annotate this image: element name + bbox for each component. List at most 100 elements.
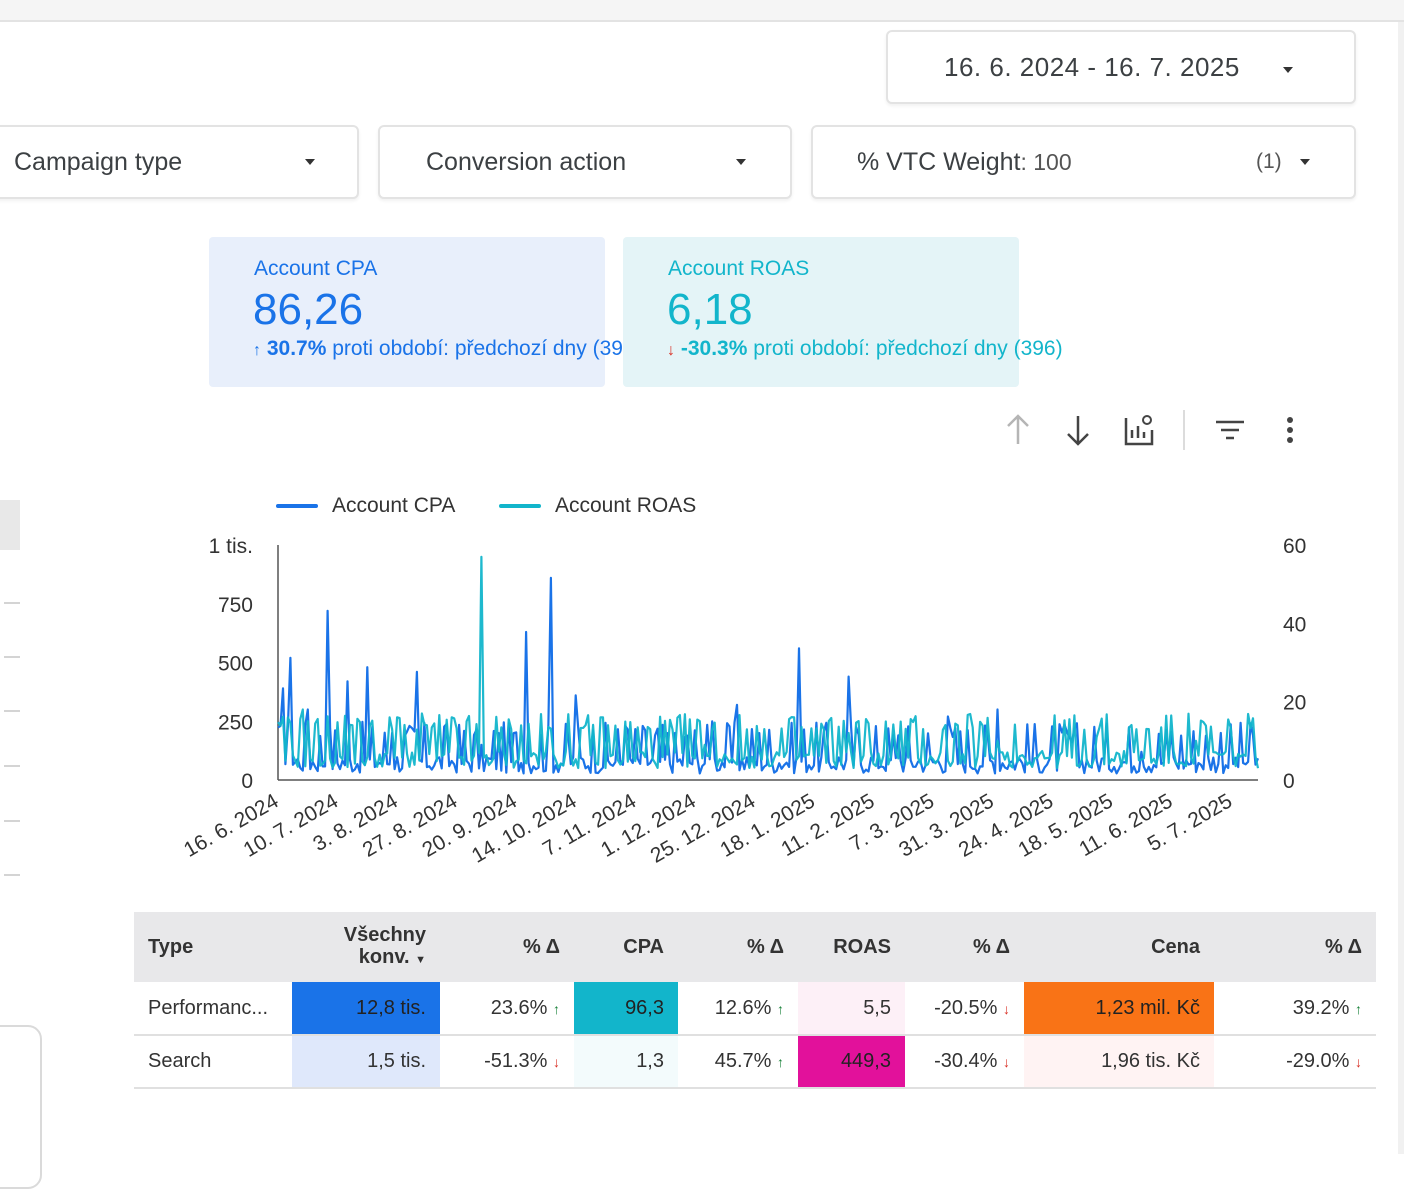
series-line-account-cpa xyxy=(277,576,1260,775)
kpi-comparison-text: proti období: předchozí dny (396) xyxy=(753,337,1063,360)
x-tick-label: 20. 9. 2024 xyxy=(418,789,521,862)
left-card xyxy=(0,1025,42,1189)
x-tick-label: 11. 6. 2025 xyxy=(1075,789,1176,861)
series-line-account-roas xyxy=(277,555,1260,770)
legend-swatch xyxy=(499,504,541,508)
x-tick-label: 5. 7. 2025 xyxy=(1144,789,1236,856)
kpi-title: Account CPA xyxy=(254,257,378,280)
y-left-tick-label: 750 xyxy=(218,594,253,617)
y-right-tick-label: 40 xyxy=(1283,613,1306,636)
arrow-up-icon: ↑ xyxy=(777,1000,784,1017)
left-axis-tick xyxy=(4,820,20,822)
x-tick-label: 3. 8. 2024 xyxy=(309,789,402,856)
delta-value: -20.5% xyxy=(934,996,998,1019)
right-edge xyxy=(1398,22,1404,1154)
column-header-delta[interactable]: % Δ xyxy=(678,912,798,982)
y-left-tick-label: 250 xyxy=(218,711,253,734)
left-side-tab[interactable] xyxy=(0,500,20,550)
x-tick-label: 16. 6. 2024 xyxy=(180,789,283,862)
header-line: Všechny xyxy=(343,923,426,946)
column-header-delta[interactable]: % Δ xyxy=(440,912,574,982)
chevron-down-icon xyxy=(1300,159,1310,165)
column-header-all-conversions[interactable]: Všechny konv. ▼ xyxy=(292,912,440,982)
x-tick-label: 24. 4. 2025 xyxy=(955,789,1058,861)
arrow-up-icon: ↑ xyxy=(553,1000,560,1017)
x-tick-label: 11. 2. 2025 xyxy=(777,789,878,861)
delta-value: 45.7% xyxy=(714,1050,772,1072)
x-tick-label: 10. 7. 2024 xyxy=(240,789,343,862)
x-tick-label: 27. 8. 2024 xyxy=(359,789,462,862)
left-axis-tick xyxy=(4,874,20,876)
chart-settings-icon[interactable] xyxy=(1122,412,1156,448)
kpi-delta: 30.7% xyxy=(266,337,327,360)
table-row[interactable]: Search 1,5 tis. -51.3% ↓ 1,3 45.7% ↑ 449… xyxy=(134,1035,1376,1089)
delta-value: 39.2% xyxy=(1292,996,1350,1019)
column-header-delta[interactable]: % Δ xyxy=(1214,912,1376,982)
arrow-down-icon: ↓ xyxy=(667,342,675,359)
header-line-text: konv. xyxy=(358,945,410,968)
x-tick-label: 25. 12. 2024 xyxy=(647,789,760,867)
arrow-up-icon[interactable] xyxy=(1002,412,1034,448)
top-strip xyxy=(0,0,1404,22)
left-axis-tick xyxy=(4,656,20,658)
arrow-down-icon: ↓ xyxy=(1355,1054,1362,1070)
cell-roas: 5,5 xyxy=(798,982,905,1036)
column-header-roas[interactable]: ROAS xyxy=(798,912,905,982)
conversion-action-filter[interactable]: Conversion action xyxy=(378,125,792,199)
x-tick-label: 14. 10. 2024 xyxy=(468,789,581,867)
more-vert-icon[interactable] xyxy=(1278,412,1302,448)
filter-icon[interactable] xyxy=(1213,412,1247,448)
kpi-comparison-text: proti období: předchozí dny (396) xyxy=(332,337,642,360)
column-header-cena[interactable]: Cena xyxy=(1024,912,1214,982)
cell-delta: 12.6% ↑ xyxy=(678,982,798,1036)
y-right-tick-label: 20 xyxy=(1283,692,1306,715)
conversion-action-label: Conversion action xyxy=(426,147,627,176)
kpi-card-account-cpa[interactable]: Account CPA 86,26 ↑ 30.7% proti období: … xyxy=(209,237,642,387)
arrow-down-icon[interactable] xyxy=(1062,412,1094,448)
left-axis-tick xyxy=(4,765,20,767)
cell-roas: 449,3 xyxy=(798,1035,905,1089)
left-axis-tick xyxy=(4,602,20,604)
kpi-value: 86,26 xyxy=(253,285,364,334)
kpi-card-account-roas[interactable]: Account ROAS 6,18 ↓ -30.3% proti období:… xyxy=(623,237,1063,387)
column-header-delta[interactable]: % Δ xyxy=(905,912,1024,982)
cell-cpa: 96,3 xyxy=(574,982,678,1036)
legend-item-account-cpa[interactable]: Account CPA xyxy=(276,494,455,518)
delta-value: 12.6% xyxy=(714,996,772,1019)
legend-swatch xyxy=(276,504,318,508)
campaign-type-label: Campaign type xyxy=(14,147,183,176)
arrow-down-icon: ↓ xyxy=(553,1054,560,1070)
delta-value: -29.0% xyxy=(1286,1050,1350,1072)
cell-delta: -30.4% ↓ xyxy=(905,1035,1024,1089)
cell-delta: -29.0% ↓ xyxy=(1214,1035,1376,1089)
cell-conversions: 12,8 tis. xyxy=(292,982,440,1036)
date-range-picker[interactable]: 16. 6. 2024 - 16. 7. 2025 xyxy=(886,30,1356,104)
kpi-comparison: ↓ -30.3% proti období: předchozí dny (39… xyxy=(667,337,1063,361)
header-line: konv. ▼ xyxy=(306,946,426,971)
x-tick-label: 18. 1. 2025 xyxy=(716,789,819,861)
sort-down-icon[interactable]: ▼ xyxy=(415,953,426,966)
campaign-type-filter[interactable]: Campaign type xyxy=(0,125,359,199)
delta-value: -51.3% xyxy=(484,1050,548,1072)
x-tick-label: 7. 3. 2025 xyxy=(846,789,938,856)
vtc-label-text: % VTC Weight xyxy=(857,147,1021,176)
y-left-tick-label: 0 xyxy=(241,770,253,793)
column-header-type[interactable]: Type xyxy=(134,912,292,982)
table-row[interactable]: Performanc... 12,8 tis. 23.6% ↑ 96,3 12.… xyxy=(134,982,1376,1036)
table-header-row: Type Všechny konv. ▼ % Δ CPA % Δ ROAS % … xyxy=(134,912,1376,982)
legend-item-account-roas[interactable]: Account ROAS xyxy=(499,494,696,518)
kpi-comparison: ↑ 30.7% proti období: předchozí dny (396… xyxy=(253,337,642,361)
kpi-value: 6,18 xyxy=(667,285,753,334)
cell-delta: 45.7% ↑ xyxy=(678,1035,798,1089)
cell-conversions: 1,5 tis. xyxy=(292,1035,440,1089)
delta-value: 23.6% xyxy=(490,996,548,1019)
cell-type: Search xyxy=(134,1035,292,1089)
legend-label: Account ROAS xyxy=(555,494,697,517)
delta-value: -30.4% xyxy=(934,1050,998,1072)
arrow-up-icon: ↑ xyxy=(1355,1000,1362,1017)
vtc-weight-filter[interactable]: % VTC Weight: 100 (1) xyxy=(811,125,1356,199)
cell-delta: -20.5% ↓ xyxy=(905,982,1024,1036)
column-header-cpa[interactable]: CPA xyxy=(574,912,678,982)
y-right-tick-label: 0 xyxy=(1283,770,1295,793)
cell-delta: 23.6% ↑ xyxy=(440,982,574,1036)
